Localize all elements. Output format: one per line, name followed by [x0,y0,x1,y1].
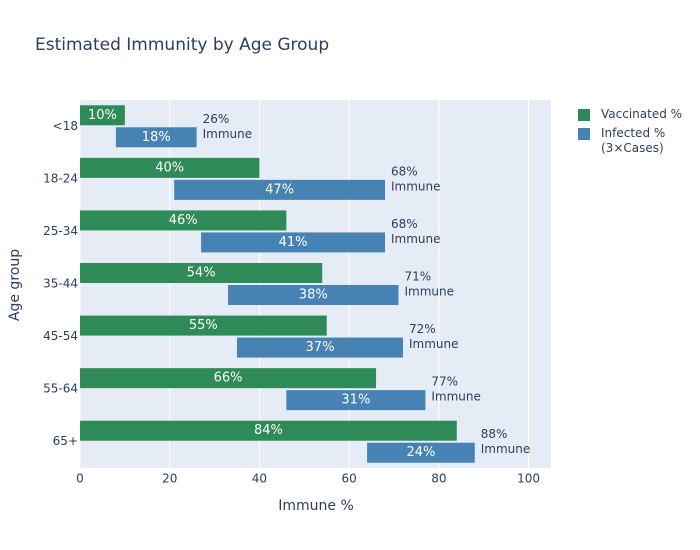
bar [80,105,125,126]
x-tick-label: 20 [162,472,177,486]
bar [115,127,197,148]
annotation: Immune [404,285,454,299]
y-tick-label: 25-34 [43,224,78,238]
y-tick-label: <18 [53,119,78,133]
y-axis-title: Age group [7,249,23,321]
bar-label: 41% [279,235,308,250]
chart-title: Estimated Immunity by Age Group [35,35,329,55]
bar [174,179,386,200]
x-tick-label: 100 [517,472,540,486]
y-tick-label: 18-24 [43,171,78,185]
legend-label: Vaccinated % [601,107,683,121]
annotation: 26% [203,112,230,126]
bar-label: 37% [306,340,335,355]
bar-label: 18% [142,130,171,145]
x-tick-label: 40 [252,472,267,486]
bar [80,368,377,389]
annotation: Immune [203,127,253,141]
bar [80,315,327,336]
legend-item[interactable]: Infected % (3×Cases) [578,126,665,156]
x-tick-label: 80 [431,472,446,486]
x-tick-label: 60 [342,472,357,486]
y-tick-label: 35-44 [43,277,78,291]
bar-label: 55% [189,318,218,333]
bar [80,420,457,441]
bar-label: 38% [299,288,328,303]
bar [80,210,287,231]
legend-item[interactable]: Vaccinated % [578,107,682,122]
legend-swatch [578,128,590,140]
annotation: 68% [391,164,418,178]
annotation: Immune [481,442,531,456]
bar [286,390,426,411]
annotation: Immune [409,337,459,351]
annotation: 77% [431,375,458,389]
legend-swatch [578,109,590,121]
y-tick-label: 55-64 [43,382,78,396]
bar-label: 84% [254,423,283,438]
legend-label: Infected % (3×Cases) [601,126,666,155]
annotation: Immune [391,232,441,246]
bar [228,285,399,305]
bar-label: 40% [155,160,184,175]
annotation: 68% [391,217,418,231]
annotation: 88% [481,427,508,441]
x-axis-title: Immune % [278,498,354,514]
plot-area [80,100,551,468]
annotation: Immune [431,390,481,404]
x-tick-label: 0 [76,472,84,486]
bar [80,263,323,283]
bar-label: 66% [214,371,243,386]
y-tick-label: 45-54 [43,329,78,343]
bar-label: 31% [341,393,370,408]
bar-label: 24% [406,445,435,460]
bar [80,157,260,178]
bar-label: 10% [88,108,117,123]
bar-label: 54% [187,266,216,281]
bar [201,232,386,253]
bar-label: 47% [265,182,294,197]
bar [367,442,475,463]
bar [237,337,403,358]
y-tick-label: 65+ [53,434,78,448]
annotation: Immune [391,179,441,193]
annotation: 71% [404,270,431,284]
bar-label: 46% [169,213,198,228]
annotation: 72% [409,322,436,336]
